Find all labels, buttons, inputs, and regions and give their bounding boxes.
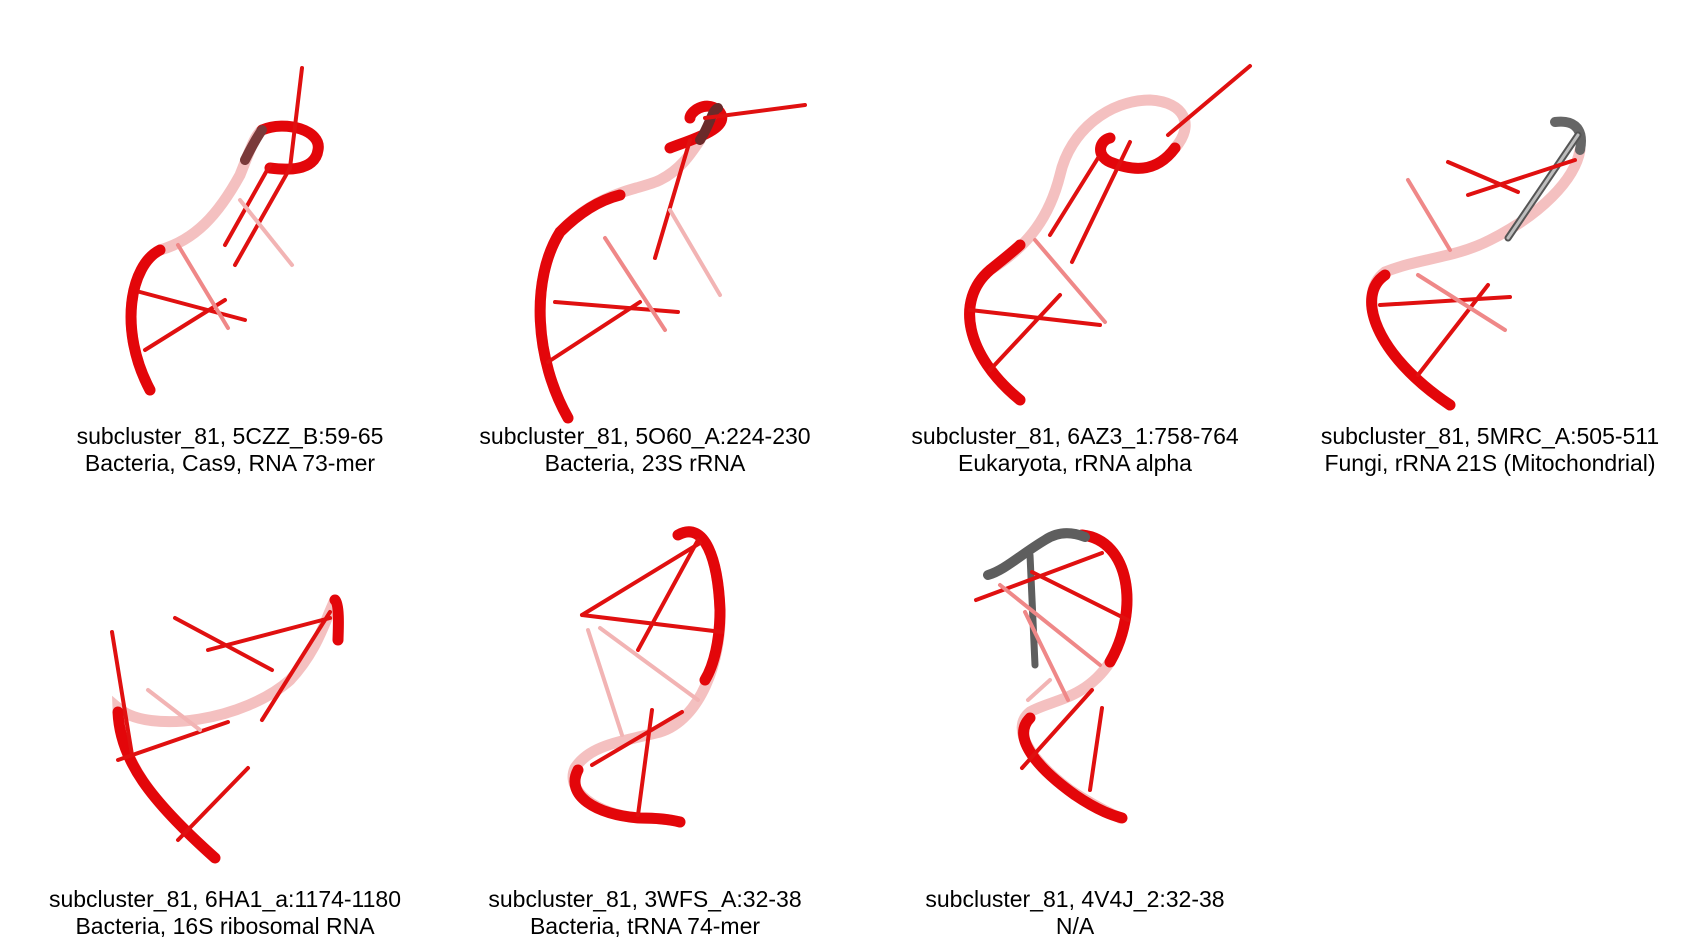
panel-caption-1: subcluster_81, 5CZZ_B:59-65 Bacteria, Ca…: [20, 423, 440, 477]
panel-caption-6: subcluster_81, 3WFS_A:32-38 Bacteria, tR…: [435, 886, 855, 940]
panel-caption-5: subcluster_81, 6HA1_a:1174-1180 Bacteria…: [15, 886, 435, 940]
caption-title-3: subcluster_81, 6AZ3_1:758-764: [911, 423, 1239, 449]
caption-subtitle-4: Fungi, rRNA 21S (Mitochondrial): [1324, 450, 1656, 476]
panel-caption-7: subcluster_81, 4V4J_2:32-38 N/A: [865, 886, 1285, 940]
caption-subtitle-2: Bacteria, 23S rRNA: [544, 450, 746, 476]
caption-title-5: subcluster_81, 6HA1_a:1174-1180: [48, 886, 402, 912]
panel-caption-3: subcluster_81, 6AZ3_1:758-764 Eukaryota,…: [865, 423, 1285, 477]
caption-title-7: subcluster_81, 4V4J_2:32-38: [925, 886, 1225, 912]
caption-subtitle-6: Bacteria, tRNA 74-mer: [529, 913, 761, 939]
caption-title-4: subcluster_81, 5MRC_A:505-511: [1320, 423, 1660, 449]
caption-title-2: subcluster_81, 5O60_A:224-230: [479, 423, 811, 449]
caption-subtitle-7: N/A: [1055, 913, 1095, 939]
caption-title-6: subcluster_81, 3WFS_A:32-38: [488, 886, 802, 912]
caption-subtitle-5: Bacteria, 16S ribosomal RNA: [75, 913, 375, 939]
caption-subtitle-3: Eukaryota, rRNA alpha: [958, 450, 1192, 476]
caption-title-1: subcluster_81, 5CZZ_B:59-65: [76, 423, 384, 449]
panel-caption-2: subcluster_81, 5O60_A:224-230 Bacteria, …: [435, 423, 855, 477]
panel-caption-4: subcluster_81, 5MRC_A:505-511 Fungi, rRN…: [1280, 423, 1700, 477]
caption-subtitle-1: Bacteria, Cas9, RNA 73-mer: [84, 450, 376, 476]
